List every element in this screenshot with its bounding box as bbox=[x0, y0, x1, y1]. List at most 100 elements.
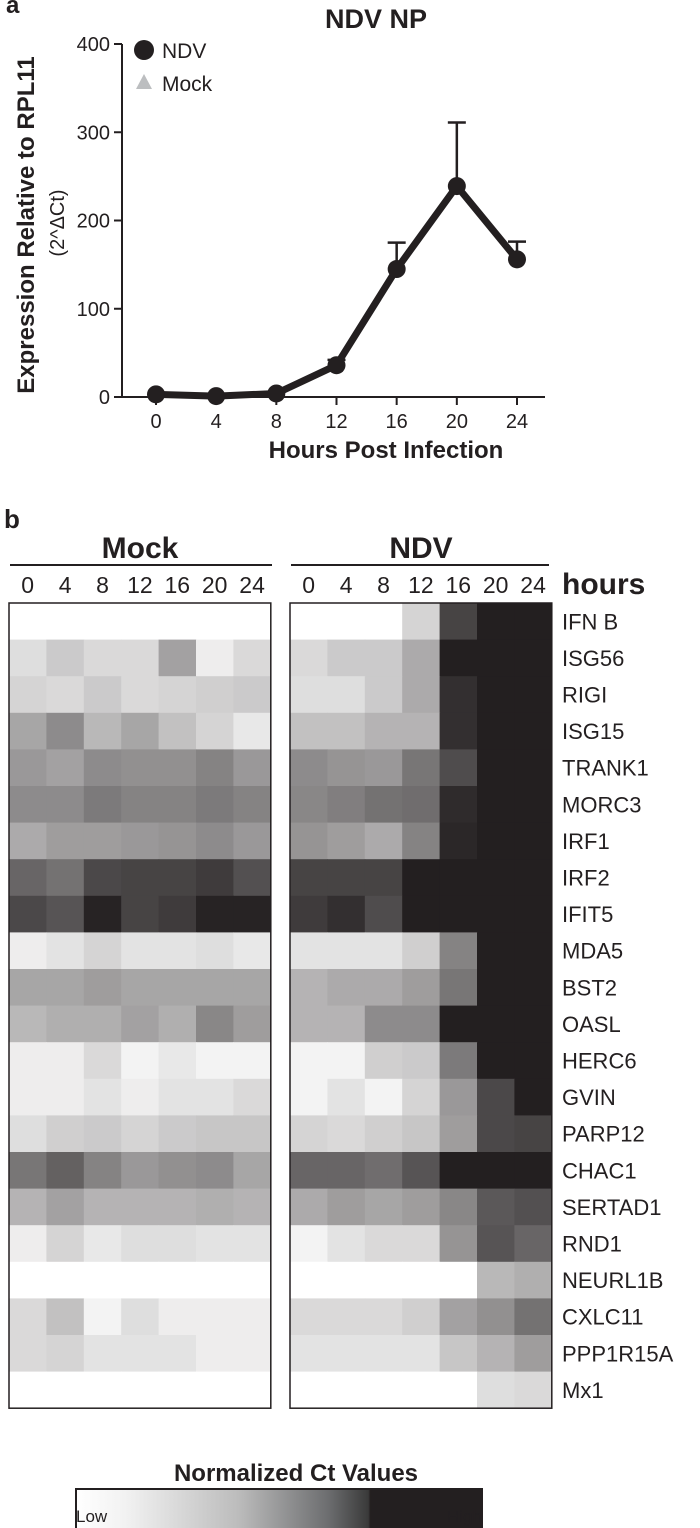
heatmap-cell-mock bbox=[158, 1188, 197, 1226]
heatmap-cell-mock bbox=[121, 1042, 160, 1080]
y-tick-label: 400 bbox=[77, 34, 110, 56]
heatmap-cell-ndv bbox=[327, 932, 366, 970]
heatmap-cell-mock bbox=[196, 1371, 234, 1409]
heatmap-cell-mock bbox=[196, 603, 234, 641]
heatmap-cell-ndv bbox=[364, 822, 403, 860]
heatmap-cell-ndv bbox=[327, 639, 366, 677]
heatmap-hour-label: 24 bbox=[239, 572, 265, 598]
heatmap-cell-mock bbox=[196, 1005, 234, 1043]
heatmap-cell-mock bbox=[233, 822, 272, 860]
heatmap-cell-mock bbox=[158, 1042, 197, 1080]
heatmap-cell-ndv bbox=[402, 1078, 441, 1116]
heatmap-cell-ndv bbox=[402, 676, 441, 714]
y-tick-label: 200 bbox=[77, 211, 110, 233]
heatmap-cell-ndv bbox=[477, 676, 515, 714]
x-tick-label: 4 bbox=[211, 411, 222, 433]
heatmap-cell-mock bbox=[233, 786, 272, 824]
heatmap-gene-label: BST2 bbox=[562, 975, 617, 1000]
heatmap-cell-ndv bbox=[364, 1225, 403, 1263]
heatmap-cell-ndv bbox=[327, 1042, 366, 1080]
heatmap-cell-mock bbox=[196, 1042, 234, 1080]
heatmap-cell-mock bbox=[233, 895, 272, 933]
heatmap-cell-ndv bbox=[439, 749, 478, 787]
heatmap-cell-mock bbox=[46, 822, 85, 860]
heatmap-cell-ndv bbox=[327, 1225, 366, 1263]
heatmap-cell-ndv bbox=[514, 1042, 553, 1080]
heatmap-cell-ndv bbox=[402, 822, 441, 860]
heatmap-cell-mock bbox=[196, 786, 234, 824]
heatmap-hour-label: 8 bbox=[377, 572, 390, 598]
heatmap-cell-mock bbox=[233, 1261, 272, 1299]
legend-ndv-label: NDV bbox=[162, 40, 206, 63]
heatmap-cell-mock bbox=[233, 712, 272, 750]
heatmap-cell-mock bbox=[196, 1225, 234, 1263]
heatmap-cell-mock bbox=[46, 969, 85, 1007]
heatmap-cell-mock bbox=[46, 1261, 85, 1299]
heatmap-cell-ndv bbox=[327, 895, 366, 933]
heatmap-cell-ndv bbox=[364, 1371, 403, 1409]
heatmap-cell-ndv bbox=[290, 859, 328, 897]
heatmap-cell-ndv bbox=[290, 1261, 328, 1299]
heatmap-cell-mock bbox=[9, 639, 47, 677]
heatmap-cell-ndv bbox=[477, 1152, 515, 1190]
heatmap-hour-label: 16 bbox=[446, 572, 472, 598]
heatmap-cell-ndv bbox=[477, 1298, 515, 1336]
heatmap-cell-ndv bbox=[514, 639, 553, 677]
heatmap-cell-ndv bbox=[327, 1078, 366, 1116]
y-tick-label: 0 bbox=[99, 387, 110, 409]
heatmap-cell-ndv bbox=[364, 932, 403, 970]
heatmap-gene-label: IFN B bbox=[562, 609, 618, 634]
heatmap-cell-mock bbox=[9, 1298, 47, 1336]
heatmap-cell-ndv bbox=[439, 1188, 478, 1226]
heatmap-gene-label: IFIT5 bbox=[562, 902, 613, 927]
heatmap-cell-mock bbox=[83, 859, 122, 897]
heatmap-cell-ndv bbox=[514, 969, 553, 1007]
heatmap-cell-mock bbox=[9, 712, 47, 750]
heatmap-cell-ndv bbox=[514, 676, 553, 714]
heatmap-cell-ndv bbox=[402, 1115, 441, 1153]
heatmap-cell-ndv bbox=[514, 1188, 553, 1226]
heatmap-ndv-border bbox=[289, 602, 553, 1409]
heatmap-cell-ndv bbox=[402, 1005, 441, 1043]
heatmap-cell-ndv bbox=[364, 859, 403, 897]
heatmap-cell-ndv bbox=[439, 676, 478, 714]
heatmap-cell-mock bbox=[121, 1115, 160, 1153]
heatmap-cell-mock bbox=[121, 639, 160, 677]
heatmap-mock-border bbox=[8, 602, 272, 1409]
heatmap-cell-ndv bbox=[514, 822, 553, 860]
heatmap-cell-ndv bbox=[514, 1261, 553, 1299]
heatmap-cell-mock bbox=[83, 1188, 122, 1226]
heatmap-cell-ndv bbox=[477, 1371, 515, 1409]
heatmap-gene-label: ISG56 bbox=[562, 646, 624, 671]
heatmap-cell-mock bbox=[9, 1261, 47, 1299]
heatmap-cell-ndv bbox=[327, 712, 366, 750]
colorbar bbox=[75, 1488, 483, 1528]
heatmap-cell-mock bbox=[196, 1298, 234, 1336]
heatmap-cell-ndv bbox=[477, 1261, 515, 1299]
legend-mock-label: Mock bbox=[162, 73, 213, 96]
heatmap-cell-ndv bbox=[402, 786, 441, 824]
heatmap-cell-ndv bbox=[402, 1152, 441, 1190]
heatmap-cell-mock bbox=[121, 1261, 160, 1299]
data-point-ndv bbox=[447, 177, 466, 196]
heatmap-cell-mock bbox=[83, 786, 122, 824]
heatmap-cell-ndv bbox=[439, 1152, 478, 1190]
heatmap-cell-mock bbox=[9, 932, 47, 970]
heatmap-cell-mock bbox=[233, 1188, 272, 1226]
heatmap-cell-mock bbox=[121, 859, 160, 897]
heatmap-cell-ndv bbox=[477, 969, 515, 1007]
heatmap-cell-ndv bbox=[402, 712, 441, 750]
heatmap-cell-ndv bbox=[327, 676, 366, 714]
x-tick-label: 8 bbox=[271, 411, 282, 433]
heatmap-cell-mock bbox=[196, 969, 234, 1007]
heatmap-cell-ndv bbox=[290, 1371, 328, 1409]
heatmap-cell-ndv bbox=[327, 1005, 366, 1043]
heatmap-cell-mock bbox=[9, 1225, 47, 1263]
colorbar-low-label: Low bbox=[76, 1507, 108, 1526]
heatmap-cell-ndv bbox=[477, 895, 515, 933]
heatmap-cell-mock bbox=[158, 1261, 197, 1299]
heatmap-cell-mock bbox=[233, 1042, 272, 1080]
heatmap-hour-label: 8 bbox=[96, 572, 109, 598]
heatmap-cell-ndv bbox=[327, 603, 366, 641]
heatmap-mock-title: Mock bbox=[102, 532, 179, 565]
